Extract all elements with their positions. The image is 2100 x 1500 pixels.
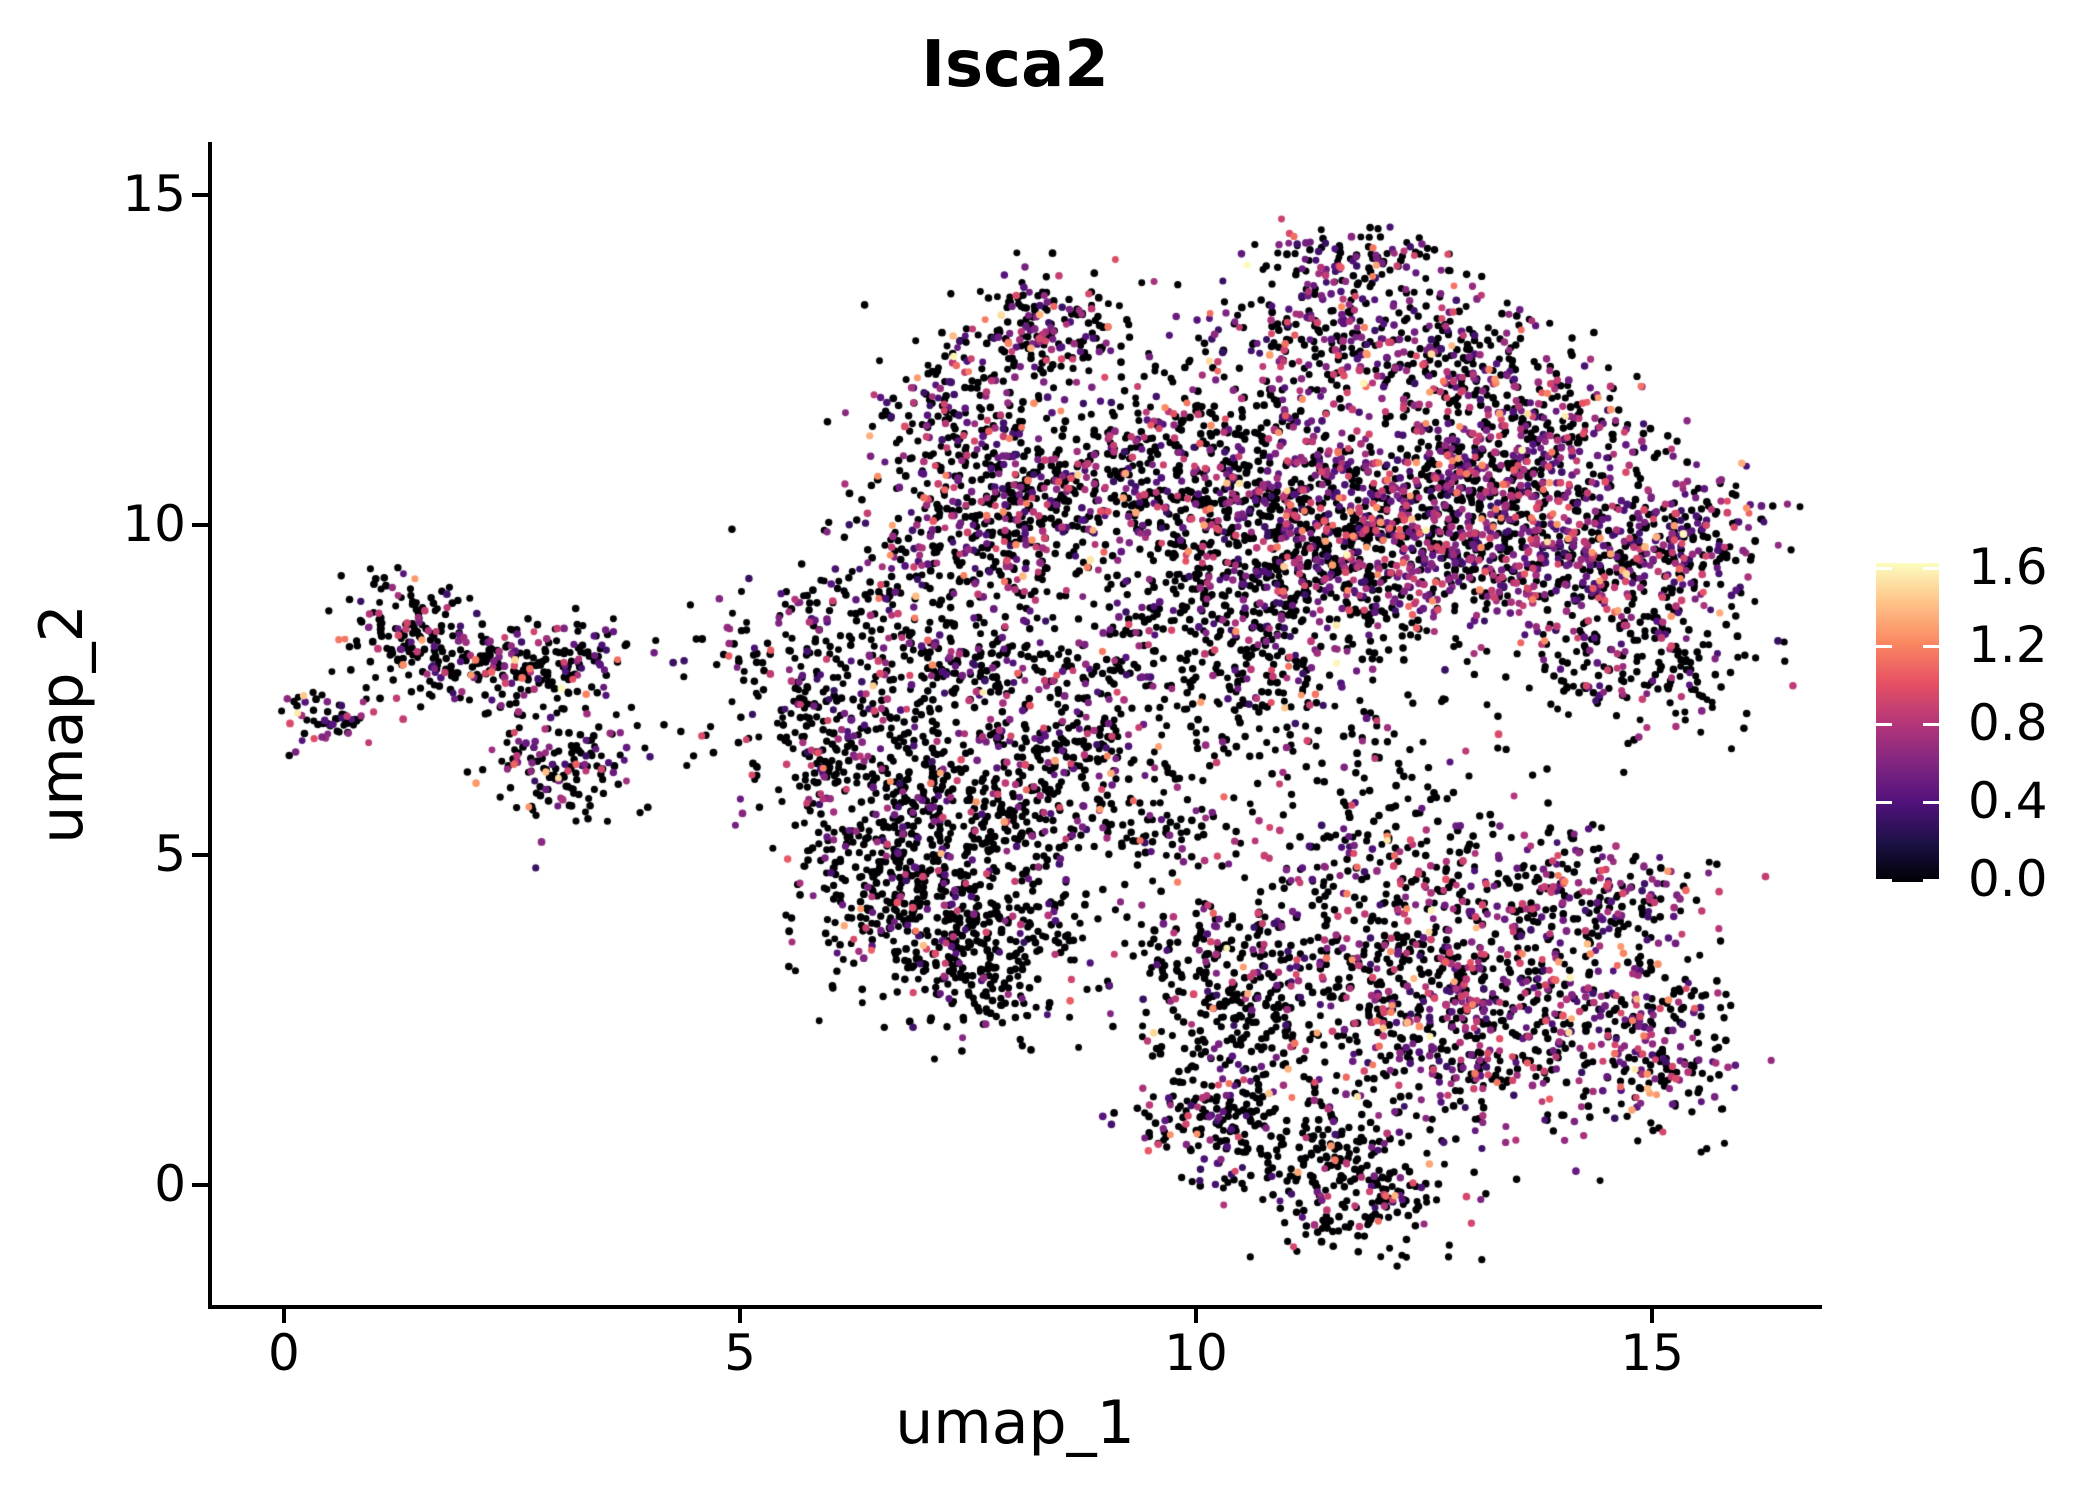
colorbar-tick-mark: [1923, 566, 1939, 570]
y-tick-label: 0: [154, 1154, 186, 1213]
colorbar-tick-mark: [1923, 878, 1939, 882]
x-tick-label: 5: [724, 1324, 756, 1382]
colorbar-tick-label: 1.6: [1968, 538, 2048, 596]
y-tick-mark: [192, 522, 208, 527]
y-axis-label: umap_2: [27, 604, 97, 844]
colorbar-tick-mark: [1876, 800, 1892, 804]
colorbar-tick-mark: [1876, 878, 1892, 882]
x-tick-mark: [737, 1307, 742, 1323]
colorbar-tick-label: 0.8: [1968, 694, 2048, 752]
colorbar-tick-mark: [1876, 566, 1892, 570]
colorbar-tick-mark: [1923, 800, 1939, 804]
x-tick-mark: [1194, 1307, 1199, 1323]
colorbar-tick-label: 0.0: [1968, 850, 2048, 908]
x-tick-mark: [281, 1307, 286, 1323]
y-tick-label: 10: [122, 494, 186, 553]
colorbar-tick-mark: [1923, 644, 1939, 648]
x-tick-label: 10: [1164, 1324, 1228, 1382]
colorbar-tick-label: 0.4: [1968, 772, 2048, 830]
colorbar-tick-label: 1.2: [1968, 616, 2048, 674]
colorbar-tick-mark: [1876, 644, 1892, 648]
x-tick-label: 15: [1620, 1324, 1684, 1382]
x-tick-label: 0: [267, 1324, 300, 1382]
y-axis-line: [208, 142, 212, 1309]
y-tick-label: 15: [122, 164, 186, 223]
colorbar-tick-mark: [1923, 722, 1939, 726]
y-tick-mark: [192, 1182, 208, 1187]
y-tick-mark: [192, 192, 208, 197]
x-axis-line: [208, 1305, 1822, 1309]
x-tick-mark: [1650, 1307, 1655, 1323]
x-axis-label: umap_1: [895, 1388, 1135, 1458]
y-tick-mark: [192, 852, 208, 857]
plot-title: Isca2: [921, 28, 1109, 102]
y-tick-label: 5: [154, 824, 186, 883]
colorbar-tick-mark: [1876, 722, 1892, 726]
